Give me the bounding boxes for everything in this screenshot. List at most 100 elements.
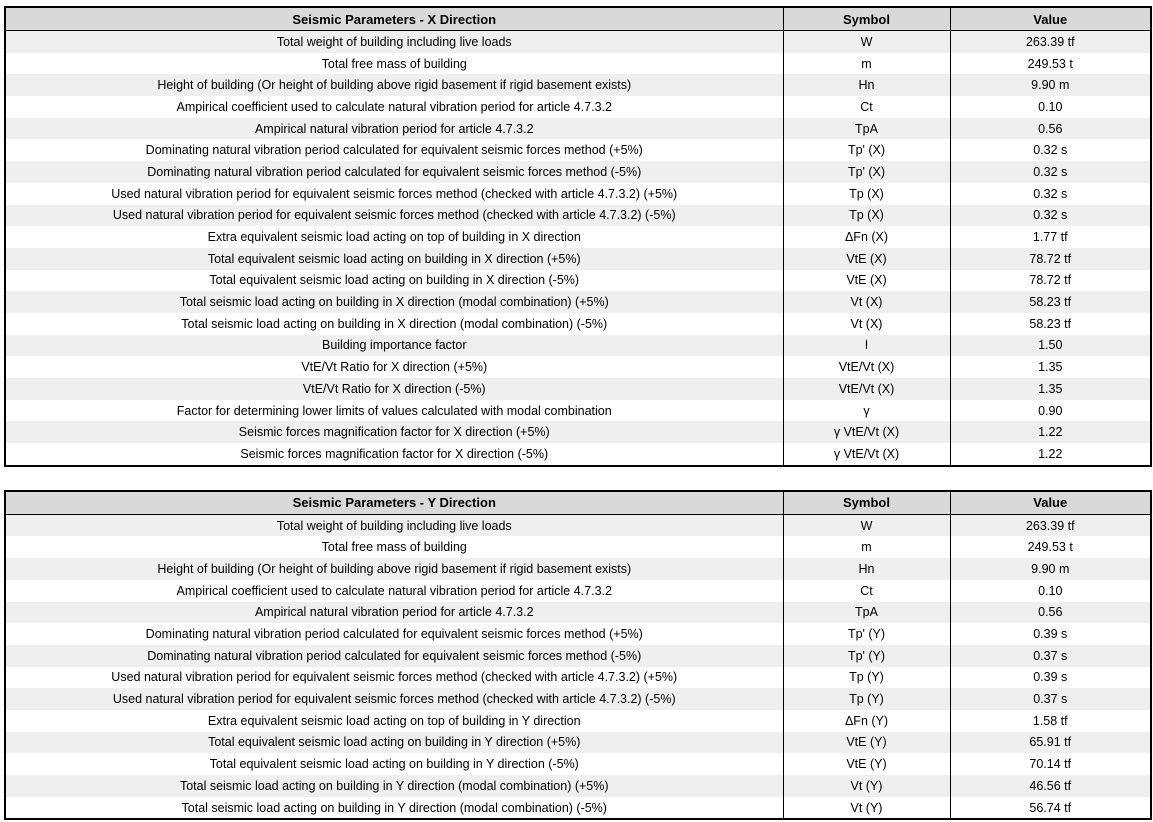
param-description-cell: Total seismic load acting on building in… [5,291,783,313]
param-symbol-cell: W [782,514,950,537]
param-value-cell: 263.39 tf [949,514,1151,537]
table-row: Height of building (Or height of buildin… [5,74,1151,97]
table-row: Ampirical natural vibration period for a… [5,601,1151,624]
param-value-cell: 1.22 [949,443,1151,466]
table-row: Total weight of building including live … [5,514,1151,537]
param-description-cell: Ampirical natural vibration period for a… [5,117,783,140]
value-column-header: Value [949,7,1151,31]
table-row: Factor for determining lower limits of v… [5,399,1151,422]
param-description-cell: Dominating natural vibration period calc… [5,644,783,667]
symbol-column-header: Symbol [782,7,950,31]
table-row: Extra equivalent seismic load acting on … [5,709,1151,732]
param-description-cell: Total equivalent seismic load acting on … [5,731,783,754]
table-row: Dominating natural vibration period calc… [5,161,1151,183]
param-symbol-cell: Vt (X) [782,312,950,335]
param-description-cell: Height of building (Or height of buildin… [5,74,783,97]
param-description-cell: Used natural vibration period for equiva… [111,670,678,685]
param-description-cell: Ampirical coefficient used to calculate … [176,99,612,114]
param-symbol-cell: Hn [782,74,950,97]
table-row: Total free mass of building m 249.53 t [5,52,1151,75]
param-symbol-cell: Vt (Y) [782,775,950,797]
table-row: Seismic forces magnification factor for … [5,443,1151,466]
param-symbol-cell: γ VtE/Vt (X) [782,421,950,444]
param-symbol-cell: TpA [782,117,950,140]
param-value-cell: 1.50 [949,334,1151,357]
table-row: Dominating natural vibration period calc… [5,139,1151,162]
param-symbol-cell: Tp (X) [782,182,950,205]
table-row: Total weight of building including live … [5,30,1151,53]
table-row: Extra equivalent seismic load acting on … [5,226,1151,248]
param-description-cell: Total weight of building including live … [5,514,783,537]
table-header-row: Seismic Parameters - Y Direction Symbol … [5,490,1151,515]
table-row: Total equivalent seismic load acting on … [5,247,1151,270]
table-row: Total equivalent seismic load acting on … [5,753,1151,775]
table-row: VtE/Vt Ratio for X direction (-5%) VtE/Vt… [5,378,1151,400]
param-description-cell: Dominating natural vibration period calc… [5,161,783,183]
param-symbol-cell: VtE (X) [782,269,950,292]
param-description-cell: Seismic forces magnification factor for … [5,421,783,444]
param-description-cell: VtE/Vt Ratio for X direction (+5%) [301,360,488,375]
param-symbol-cell: m [782,536,950,559]
table-row: Used natural vibration period for equiva… [5,182,1151,205]
param-value-cell: 0.10 [949,579,1151,602]
param-value-cell: 0.37 s [949,688,1151,710]
table-row: Dominating natural vibration period calc… [5,644,1151,667]
table-row: Total seismic load acting on building in… [5,775,1151,797]
param-symbol-cell: Hn [782,558,950,580]
table-row: VtE/Vt Ratio for X direction (+5%) VtE/Vt… [5,356,1151,378]
table-row: Total seismic load acting on building in… [5,312,1151,335]
param-symbol-cell: I [782,334,950,357]
param-description-cell: Building importance factor [5,334,783,357]
param-value-cell: 9.90 m [949,558,1151,580]
param-symbol-cell: Tp (Y) [782,666,950,689]
param-value-cell: 70.14 tf [949,753,1151,775]
param-symbol-cell: VtE/Vt (X) [782,378,950,400]
param-symbol-cell: VtE (X) [782,247,950,270]
param-description-cell: Total seismic load acting on building in… [5,775,783,797]
param-description-cell: Factor for determining lower limits of v… [176,403,612,418]
table-row: Ampirical natural vibration period for a… [5,117,1151,140]
param-symbol-cell: γ VtE/Vt (X) [782,443,950,466]
param-value-cell: 0.56 [949,117,1151,140]
param-symbol-cell: m [782,52,950,75]
param-description-cell: Ampirical coefficient used to calculate … [176,583,612,598]
table-row: Used natural vibration period for equiva… [5,204,1151,227]
table-row: Ampirical coefficient used to calculate … [5,579,1151,602]
table-row: Total seismic load acting on building in… [5,796,1151,820]
param-value-cell: 0.10 [949,96,1151,118]
param-value-cell: 0.32 s [949,182,1151,205]
param-symbol-cell: VtE (Y) [782,731,950,754]
param-description-cell: Height of building (Or height of buildin… [5,558,783,580]
param-symbol-cell: Tp' (X) [782,139,950,162]
param-symbol-cell: ΔFn (Y) [782,709,950,732]
param-description-cell: Ampirical natural vibration period for a… [5,601,783,624]
param-value-cell: 0.37 s [949,644,1151,667]
param-symbol-cell: Vt (Y) [782,796,950,820]
param-description-cell: Total equivalent seismic load acting on … [5,247,783,270]
param-value-cell: 0.39 s [949,666,1151,689]
param-symbol-cell: Tp (X) [782,204,950,227]
param-description-cell: Extra equivalent seismic load acting on … [207,713,581,728]
param-description-cell: Dominating natural vibration period calc… [145,143,643,158]
table-header-row: Seismic Parameters - X Direction Symbol … [5,7,1151,31]
param-value-cell: 0.56 [949,601,1151,624]
table-title-y: Seismic Parameters - Y Direction [5,490,783,515]
param-symbol-cell: Ct [782,579,950,602]
param-value-cell: 78.72 tf [949,269,1151,292]
param-description-cell: Total free mass of building [321,56,467,71]
param-description-cell: Total seismic load acting on building in… [181,800,607,815]
param-description-cell: Total free mass of building [321,540,467,555]
param-value-cell: 1.22 [949,421,1151,444]
table-title-x: Seismic Parameters - X Direction [5,7,783,31]
param-symbol-cell: TpA [782,601,950,624]
param-description-cell: VtE/Vt Ratio for X direction (-5%) [5,378,783,400]
param-value-cell: 1.58 tf [949,709,1151,732]
param-description-cell: Total seismic load acting on building in… [181,316,608,331]
param-value-cell: 0.32 s [949,204,1151,227]
table-row: Dominating natural vibration period calc… [5,623,1151,645]
param-symbol-cell: W [782,30,950,53]
param-value-cell: 46.56 tf [949,775,1151,797]
param-symbol-cell: ΔFn (X) [782,226,950,248]
param-description-cell: Total equivalent seismic load acting on … [209,757,579,772]
